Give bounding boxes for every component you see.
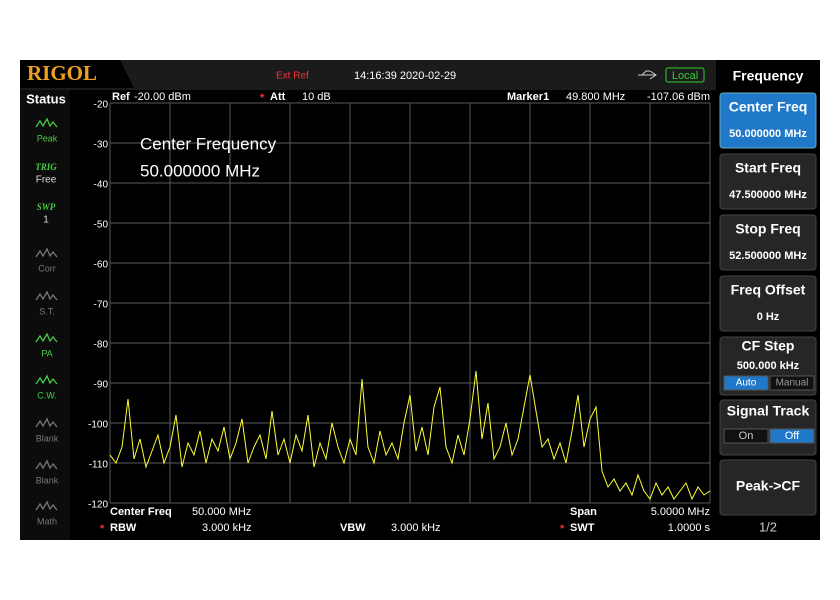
- y-tick-label: -20: [94, 100, 109, 111]
- span-label: Span: [570, 506, 597, 518]
- y-tick-label: -120: [88, 500, 108, 511]
- menu-value: 47.500000 MHz: [729, 189, 807, 201]
- top-bar: [20, 60, 716, 90]
- logo-bg: [20, 60, 134, 88]
- usb-icon: [638, 70, 657, 80]
- toggle-label: Auto: [736, 378, 757, 389]
- ref-value: -20.00 dBm: [134, 91, 191, 103]
- y-tick-label: -50: [94, 220, 109, 231]
- center-value: 50.000 MHz: [192, 506, 251, 518]
- menu-button[interactable]: [719, 214, 817, 271]
- status-label: 1: [43, 215, 49, 226]
- marker-freq: 49.800 MHz: [566, 91, 625, 103]
- y-tick-label: -90: [94, 380, 109, 391]
- marker-level: -107.06 dBm: [647, 91, 710, 103]
- toggle-option[interactable]: [723, 428, 769, 444]
- toggle-option[interactable]: [723, 375, 769, 391]
- toggle-label: Off: [785, 430, 800, 442]
- screen-bg: [20, 60, 820, 540]
- menu-label: CF Step: [742, 338, 795, 354]
- local: Local: [672, 70, 698, 82]
- menu-title: Frequency: [733, 68, 804, 84]
- rbw-value: 3.000 kHz: [202, 522, 252, 534]
- ref-label: Ref: [112, 91, 130, 103]
- toggle-option[interactable]: [769, 428, 815, 444]
- y-tick-label: -80: [94, 340, 109, 351]
- ext-ref: Ext Ref: [276, 71, 309, 82]
- status-icon: [35, 374, 58, 385]
- status-label: Blank: [36, 475, 59, 485]
- status-icon: [35, 290, 58, 301]
- menu-value: 52.500000 MHz: [729, 250, 807, 262]
- status-label: C.W.: [37, 390, 57, 400]
- status-icon: [35, 117, 58, 128]
- toggle-option[interactable]: [769, 375, 815, 391]
- status-icon: [35, 332, 58, 343]
- menu-button[interactable]: [719, 153, 817, 210]
- y-tick-label: -110: [89, 460, 109, 471]
- status-icon: [35, 247, 58, 258]
- status-icon: [35, 459, 58, 470]
- status-label: Free: [36, 175, 57, 186]
- brand: RIGOL: [27, 61, 97, 85]
- y-tick-label: -100: [88, 420, 108, 431]
- att-label: Att: [270, 91, 286, 103]
- rbw-label: RBW: [110, 522, 137, 534]
- att-value: 10 dB: [302, 91, 331, 103]
- y-tick-label: -30: [94, 140, 109, 151]
- menu-label: Start Freq: [735, 160, 801, 176]
- att-flag: *: [260, 92, 265, 104]
- status-top: SWP: [37, 202, 56, 212]
- toggle-label: Manual: [776, 378, 809, 389]
- menu-label: Signal Track: [727, 403, 810, 419]
- local-box: [665, 67, 705, 83]
- menu-value: 0 Hz: [757, 311, 780, 323]
- menu-button[interactable]: [719, 459, 817, 516]
- status-label: S.T.: [39, 306, 55, 316]
- rbw-flag: *: [100, 523, 105, 535]
- status-label: Corr: [38, 263, 56, 273]
- y-tick-label: -40: [94, 180, 109, 191]
- menu-button[interactable]: [719, 275, 817, 332]
- menu-label: Freq Offset: [731, 282, 806, 298]
- center-label: Center Freq: [110, 506, 172, 518]
- swt-value: 1.0000 s: [668, 522, 711, 534]
- trace: [109, 370, 711, 501]
- menu-label: Peak->CF: [736, 478, 801, 494]
- marker-label: Marker1: [507, 91, 549, 103]
- overlay-line2: 50.000000 MHz: [140, 161, 260, 180]
- menu-button[interactable]: [719, 92, 817, 149]
- menu-value: 500.000 kHz: [737, 360, 800, 372]
- status-label: PA: [41, 348, 52, 358]
- y-tick-label: -60: [94, 260, 109, 271]
- menu-value: 50.000000 MHz: [729, 128, 807, 140]
- status-top: TRIG: [35, 162, 57, 172]
- menu-label: Stop Freq: [735, 221, 800, 237]
- status-icon: [35, 417, 58, 428]
- status-label: Blank: [36, 433, 59, 443]
- swt-flag: *: [560, 523, 565, 535]
- toggle-label: On: [739, 430, 754, 442]
- menu-page: 1/2: [759, 519, 777, 534]
- status-label: Math: [37, 516, 57, 526]
- vbw-label: VBW: [340, 522, 366, 534]
- menu-label: Center Freq: [729, 99, 808, 115]
- status-icon: [35, 500, 58, 511]
- datetime: 14:16:39 2020-02-29: [354, 70, 456, 82]
- swt-label: SWT: [570, 522, 595, 534]
- status-title: Status: [26, 91, 66, 106]
- status-label: Peak: [37, 133, 58, 143]
- vbw-value: 3.000 kHz: [391, 522, 441, 534]
- overlay-line1: Center Frequency: [140, 134, 277, 153]
- y-tick-label: -70: [94, 300, 109, 311]
- span-value: 5.0000 MHz: [651, 506, 710, 518]
